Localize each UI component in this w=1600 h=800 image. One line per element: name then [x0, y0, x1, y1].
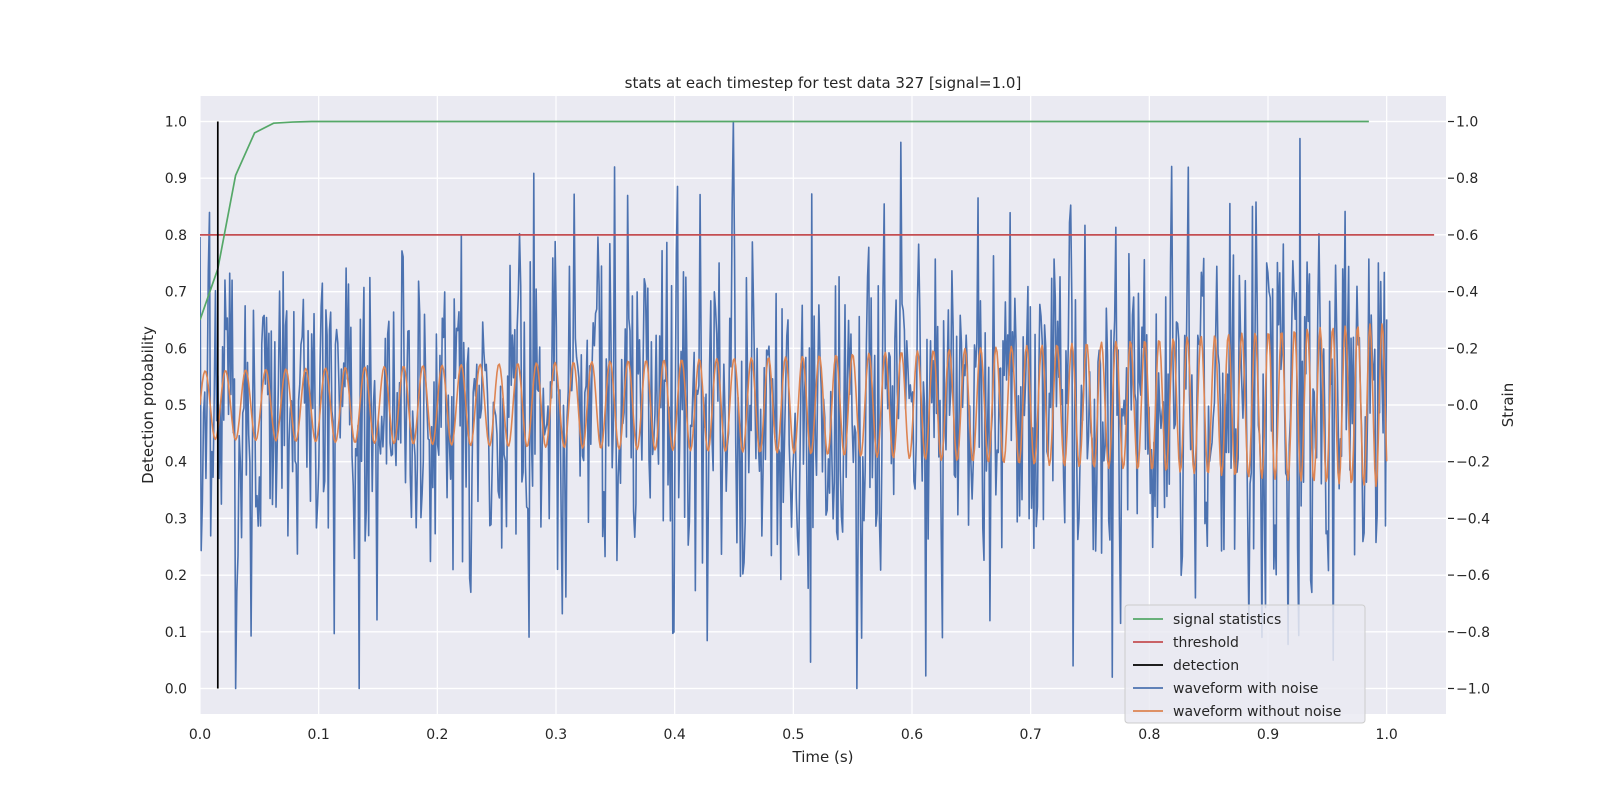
y-left-tick-label: 0.7 — [165, 285, 187, 301]
y-right-tick-label: −0.4 — [1456, 511, 1490, 527]
y-right-tick-label: 0.2 — [1456, 341, 1478, 357]
y-left-tick-label: 0.4 — [165, 455, 187, 471]
x-tick-label: 0.7 — [1020, 727, 1042, 743]
x-tick-label: 0.6 — [901, 727, 923, 743]
y-left-tick-label: 0.0 — [165, 681, 187, 697]
y-right-tick-label: 0.6 — [1456, 228, 1478, 244]
series-layer — [200, 120, 1435, 690]
legend-label: threshold — [1173, 635, 1239, 651]
x-tick-label: 1.0 — [1376, 727, 1398, 743]
y-right-tick-label: 0.0 — [1456, 398, 1478, 414]
y-left-tick-label: 0.5 — [165, 398, 187, 414]
y-left-tick-label: 0.8 — [165, 228, 187, 244]
x-tick-label: 0.1 — [308, 727, 330, 743]
y-left-tick-label: 0.9 — [165, 171, 187, 187]
legend-label: waveform with noise — [1173, 681, 1318, 697]
y-right-tick-label: −0.2 — [1456, 455, 1490, 471]
legend-label: waveform without noise — [1173, 704, 1341, 720]
x-axis: 0.0 0.1 0.2 0.3 0.4 0.5 0.6 0.7 0.8 0.9 1.0 — [189, 727, 1398, 743]
y-left-tick-label: 0.6 — [165, 341, 187, 357]
y-left-tick-label: 1.0 — [165, 115, 187, 131]
y-right-tick-label: −1.0 — [1456, 681, 1490, 697]
x-tick-label: 0.9 — [1257, 727, 1279, 743]
y-left-tick-label: 0.2 — [165, 568, 187, 584]
x-tick-label: 0.8 — [1138, 727, 1160, 743]
legend: signal statistics threshold detection wavef… — [1124, 604, 1366, 724]
legend-label: detection — [1173, 658, 1239, 674]
x-axis-title: Time (s) — [792, 748, 854, 766]
y-left-tick-label: 0.1 — [165, 625, 187, 641]
x-tick-label: 0.2 — [426, 727, 448, 743]
x-tick-label: 0.0 — [189, 727, 211, 743]
y-axis-right: −1.0 −0.8 −0.6 −0.4 −0.2 0.0 0.2 0.4 0.6 0.8 1.0 — [1448, 115, 1490, 697]
legend-box — [1124, 604, 1366, 724]
y-right-tick-label: 1.0 — [1456, 115, 1478, 131]
legend-label: signal statistics — [1173, 612, 1281, 628]
y-axis-left: 0.0 0.1 0.2 0.3 0.4 0.5 0.6 0.7 0.8 0.9 1.0 — [165, 115, 187, 698]
y-left-tick-label: 0.3 — [165, 511, 187, 527]
x-tick-label: 0.4 — [664, 727, 686, 743]
y-axis-right-title: Strain — [1499, 383, 1517, 427]
chart-title: stats at each timestep for test data 327… — [625, 74, 1022, 92]
series-line-signal-statistics — [200, 120, 1369, 321]
series-line-waveform-without-noise — [200, 323, 1388, 488]
y-right-tick-label: 0.8 — [1456, 171, 1478, 187]
x-tick-label: 0.3 — [545, 727, 567, 743]
x-tick-label: 0.5 — [782, 727, 804, 743]
y-right-tick-label: −0.6 — [1456, 568, 1490, 584]
y-right-tick-label: −0.8 — [1456, 625, 1490, 641]
y-right-tick-label: 0.4 — [1456, 285, 1478, 301]
y-axis-left-title: Detection probability — [139, 326, 157, 484]
